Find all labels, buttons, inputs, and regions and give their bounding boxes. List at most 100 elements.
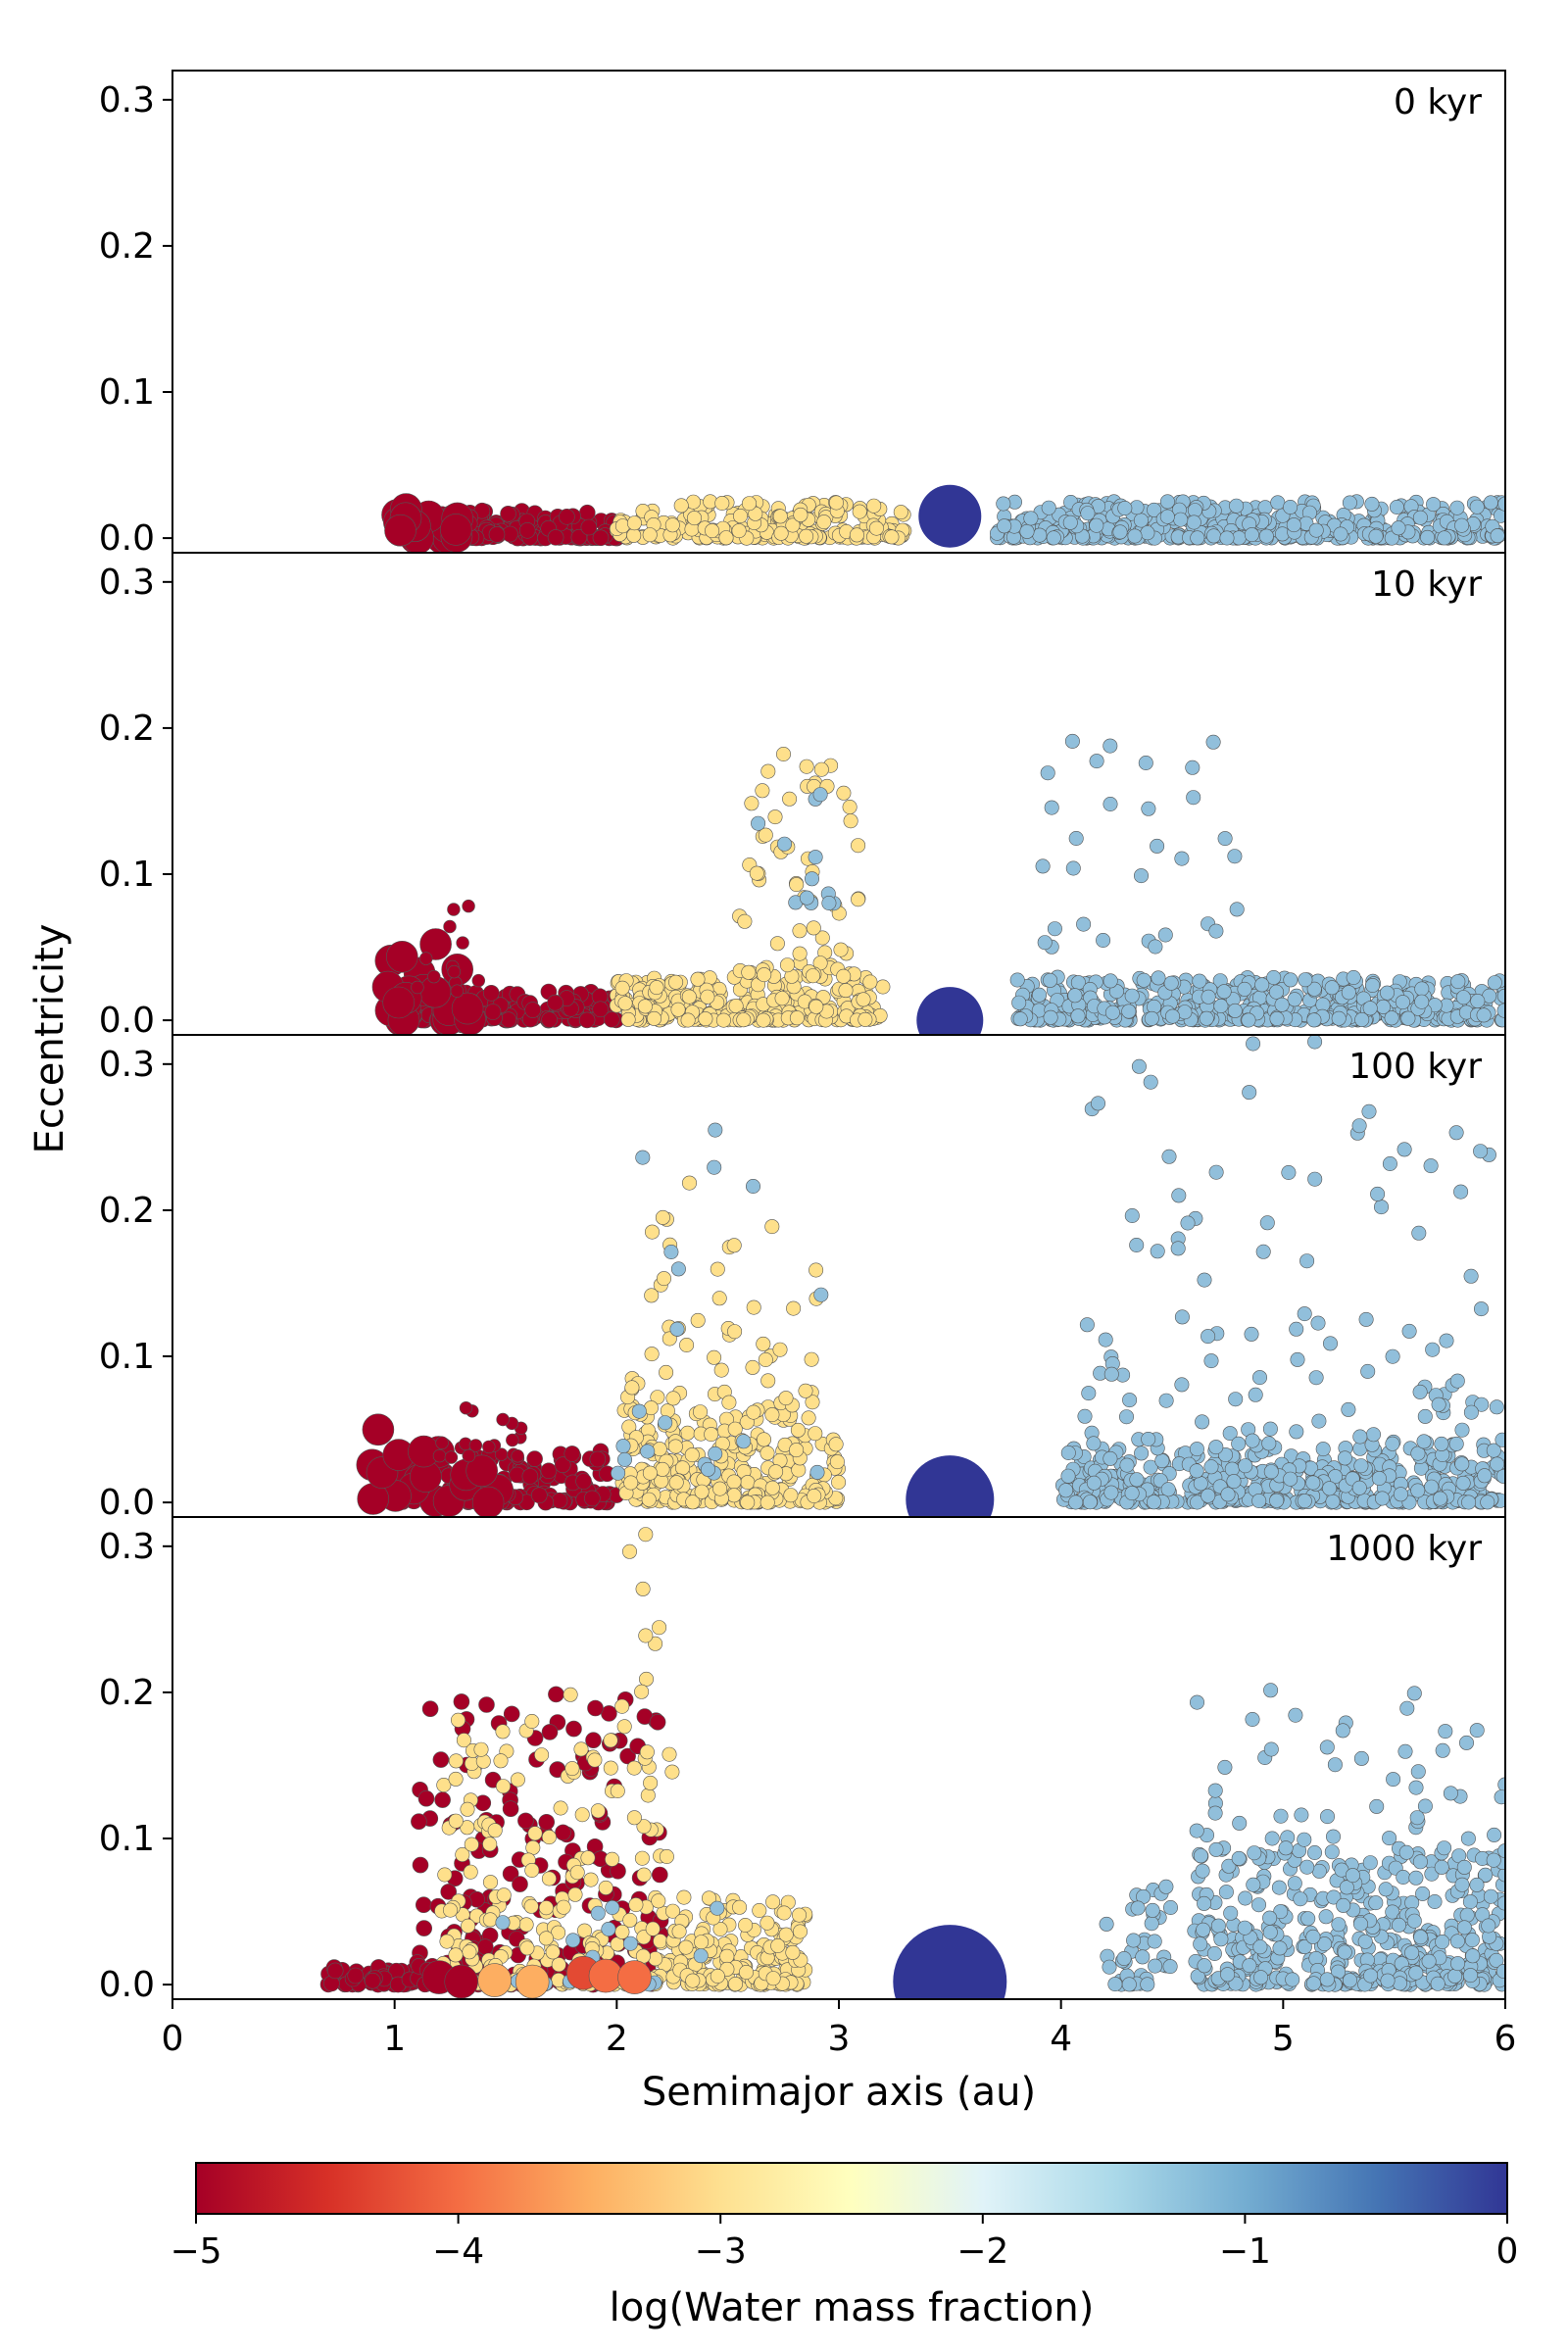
- scatter-point: [851, 838, 866, 854]
- y-tick-label: 0.1: [99, 1337, 155, 1377]
- scatter-point: [1335, 1723, 1350, 1739]
- scatter-point: [1035, 858, 1051, 874]
- scatter-point: [648, 1636, 663, 1651]
- scatter-point: [1174, 1309, 1190, 1325]
- scatter-point: [1434, 1859, 1449, 1875]
- scatter-point: [1227, 1003, 1243, 1018]
- scatter-point: [856, 992, 871, 1007]
- scatter-point: [517, 1812, 534, 1830]
- scatter-point: [712, 1922, 728, 1937]
- scatter-point: [1140, 525, 1155, 541]
- scatter-point: [708, 1446, 723, 1461]
- scatter-point: [790, 1422, 806, 1438]
- scatter-point: [1148, 1958, 1163, 1974]
- scatter-point: [1434, 1436, 1449, 1451]
- scatter-point: [760, 1373, 776, 1389]
- scatter-point: [455, 1847, 470, 1863]
- scatter-point: [1224, 1461, 1240, 1477]
- scatter-point: [495, 1779, 511, 1794]
- scatter-point: [1487, 975, 1502, 991]
- scatter-point: [765, 1894, 781, 1910]
- scatter-point: [1311, 1413, 1327, 1429]
- scatter-point: [1044, 800, 1059, 815]
- scatter-point: [1420, 529, 1436, 545]
- scatter-point: [1454, 517, 1470, 533]
- y-tick-label: 0.3: [99, 1527, 155, 1567]
- scatter-point: [1200, 1488, 1216, 1503]
- scatter-point: [555, 1824, 571, 1841]
- scatter-point: [527, 1826, 543, 1841]
- scatter-point: [1122, 1393, 1138, 1408]
- x-tick-label: 0: [162, 2019, 184, 2059]
- scatter-point: [1318, 1909, 1334, 1925]
- scatter-point: [1103, 1366, 1119, 1382]
- scatter-point: [1474, 1396, 1490, 1412]
- scatter-point: [1414, 981, 1430, 997]
- scatter-point: [1374, 1200, 1390, 1215]
- scatter-point: [439, 514, 472, 546]
- scatter-point: [664, 1764, 680, 1780]
- y-tick-label: 0.0: [99, 1001, 155, 1041]
- embryo-point: [617, 1960, 652, 1994]
- scatter-point: [1121, 1977, 1137, 1992]
- scatter-point: [836, 968, 852, 984]
- scatter-point: [772, 509, 788, 524]
- scatter-point: [590, 1905, 606, 1921]
- scatter-point: [1396, 1870, 1411, 1886]
- scatter-point: [710, 1969, 725, 1984]
- scatter-point: [1222, 1426, 1238, 1442]
- scatter-point: [685, 1973, 701, 1988]
- scatter-point: [1337, 1944, 1352, 1960]
- scatter-point: [684, 1447, 700, 1463]
- scatter-point: [1147, 1934, 1162, 1949]
- scatter-point: [1023, 511, 1039, 526]
- scatter-point: [1289, 1321, 1304, 1337]
- panel-label: 100 kyr: [1348, 1047, 1482, 1087]
- scatter-point: [773, 525, 789, 541]
- scatter-point: [1288, 1707, 1303, 1723]
- scatter-point: [1460, 1831, 1476, 1846]
- scatter-point: [1438, 1724, 1453, 1740]
- scatter-point: [1326, 1829, 1342, 1844]
- scatter-point: [482, 1875, 498, 1890]
- scatter-point: [1417, 1798, 1433, 1814]
- scatter-point: [1136, 972, 1152, 988]
- x-tick-label: 5: [1272, 2019, 1295, 2059]
- scatter-point: [1129, 1238, 1145, 1253]
- scatter-point: [821, 895, 837, 910]
- scatter-point: [1477, 1468, 1493, 1484]
- scatter-point: [737, 913, 753, 929]
- scatter-point: [1223, 1905, 1239, 1921]
- scatter-point: [1308, 522, 1324, 538]
- scatter-point: [1299, 1859, 1315, 1875]
- scatter-point: [1131, 1058, 1147, 1074]
- scatter-point: [1019, 523, 1035, 539]
- scatter-point: [786, 1300, 802, 1316]
- y-tick-label: 0.1: [99, 855, 155, 895]
- scatter-point: [1079, 1317, 1095, 1333]
- scatter-point: [1080, 506, 1096, 521]
- scatter-point: [1385, 1436, 1400, 1451]
- giant-planet: [918, 484, 982, 548]
- scatter-point: [1370, 1186, 1386, 1201]
- colorbar-tick-label: −2: [956, 2231, 1008, 2272]
- colorbar-title: log(Water mass fraction): [610, 2285, 1095, 2330]
- scatter-point: [1221, 1858, 1237, 1874]
- scatter-point: [655, 1461, 670, 1477]
- scatter-point: [808, 850, 823, 865]
- scatter-point: [813, 1287, 829, 1302]
- scatter-point: [1206, 528, 1222, 544]
- scatter-point: [419, 952, 433, 965]
- scatter-point: [412, 1856, 429, 1874]
- scatter-point: [1483, 1888, 1498, 1904]
- panel-3: 0.0 0.1 0.2 0.3 100 kyr: [99, 1034, 1506, 1523]
- scatter-point: [1047, 921, 1062, 937]
- scatter-point: [1040, 765, 1055, 781]
- scatter-point: [715, 1012, 731, 1028]
- scatter-point: [778, 1927, 794, 1942]
- scatter-point: [1278, 1840, 1294, 1856]
- scatter-point: [1238, 1458, 1253, 1474]
- scatter-point: [448, 1813, 464, 1829]
- scatter-point: [655, 1209, 670, 1225]
- scatter-point: [693, 1948, 709, 1964]
